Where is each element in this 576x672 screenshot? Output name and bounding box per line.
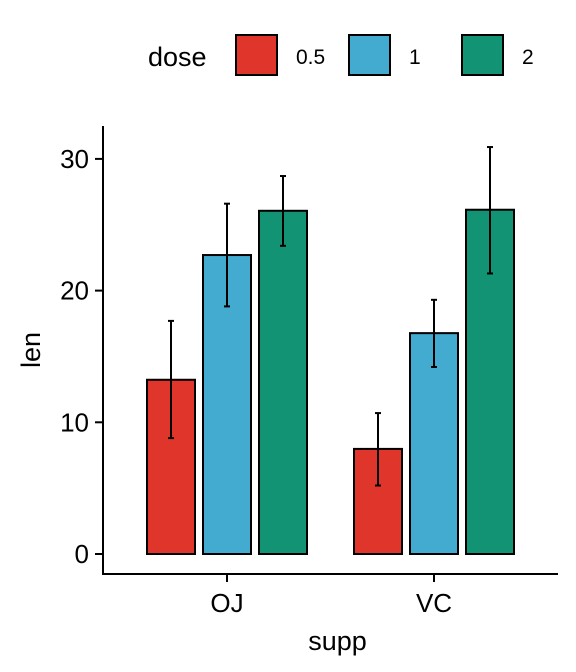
error-bar xyxy=(487,146,493,275)
error-bar xyxy=(375,412,381,487)
legend-label: 2 xyxy=(522,46,534,69)
bar xyxy=(409,332,459,555)
y-tick-label: 30 xyxy=(60,144,89,174)
bar xyxy=(258,209,308,555)
y-axis-title: len xyxy=(16,332,46,368)
legend-label: 0.5 xyxy=(296,46,325,69)
x-axis-title: supp xyxy=(308,626,367,656)
plot-area xyxy=(146,146,515,556)
legend-key xyxy=(461,34,504,76)
y-tick-label: 10 xyxy=(60,407,89,437)
axes xyxy=(102,126,558,575)
error-bar xyxy=(431,298,437,368)
x-tick-label: VC xyxy=(416,588,452,618)
y-tick-label: 20 xyxy=(60,276,89,306)
error-bar xyxy=(168,319,174,440)
legend-key xyxy=(235,34,278,76)
y-tick-label: 0 xyxy=(75,539,89,569)
legend-key xyxy=(348,34,391,76)
legend: dose 0.5 1 2 xyxy=(148,34,534,76)
x-tick-label: OJ xyxy=(210,588,243,618)
error-bar xyxy=(224,202,230,308)
legend-label: 1 xyxy=(409,46,421,69)
error-bar xyxy=(280,175,286,247)
legend-title: dose xyxy=(148,42,207,72)
